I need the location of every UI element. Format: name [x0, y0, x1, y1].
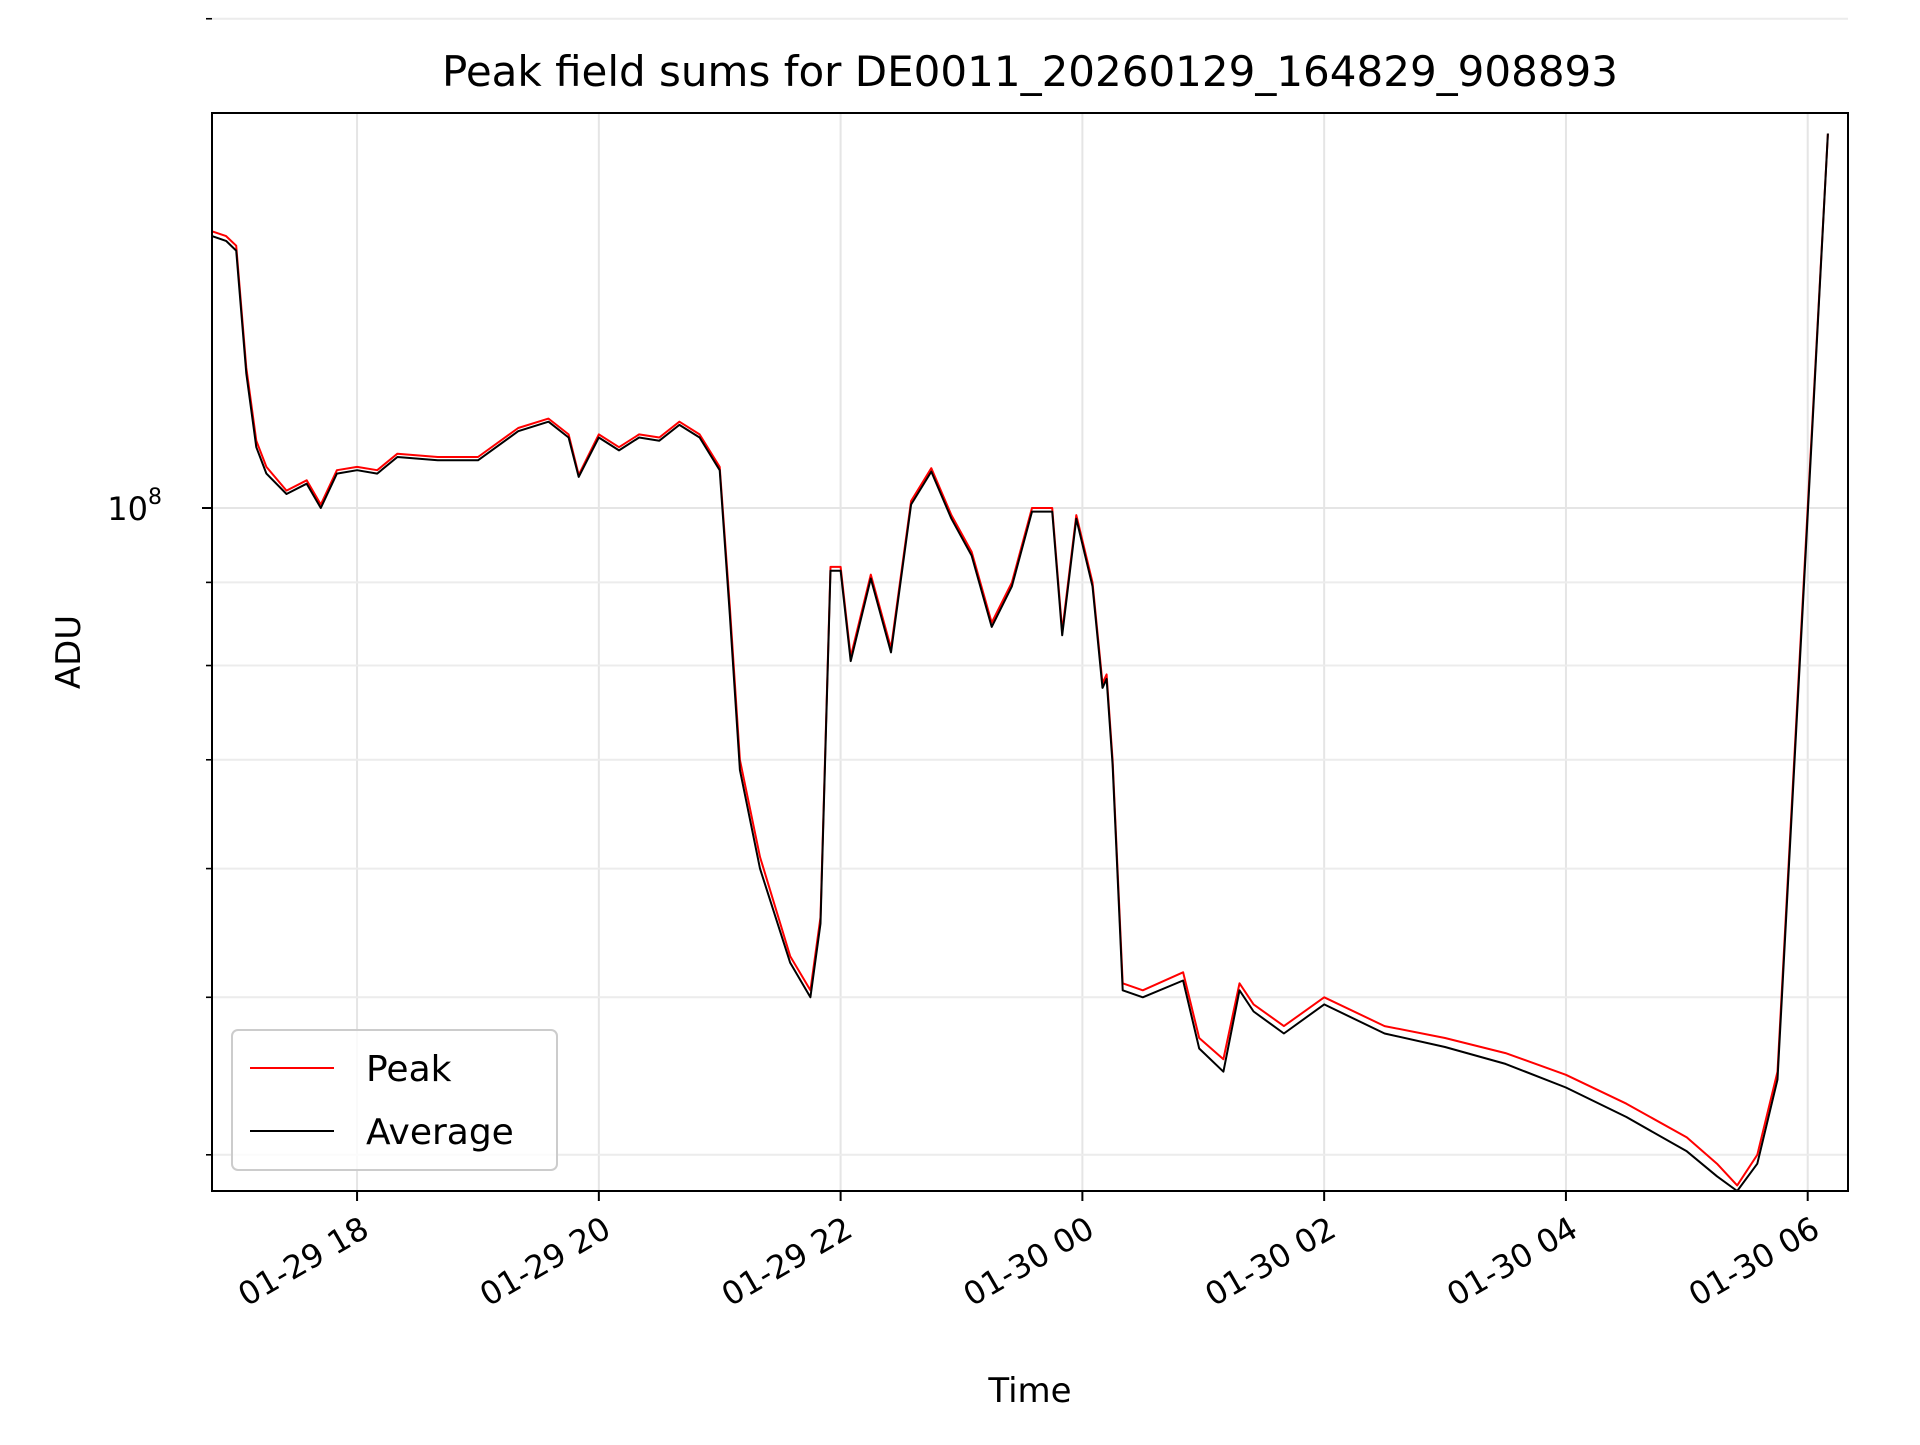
series-line-peak — [212, 133, 1829, 1187]
legend: Peak Average — [231, 1029, 558, 1171]
y-tick-exponent: 8 — [148, 485, 162, 510]
y-tick-label: 108 — [107, 485, 162, 528]
series-line-average — [212, 133, 1829, 1191]
legend-label-peak: Peak — [366, 1049, 452, 1090]
plot-frame — [211, 112, 1849, 1192]
y-tick-base: 10 — [107, 490, 148, 528]
chart-title: Peak field sums for DE0011_20260129_1648… — [442, 47, 1618, 96]
grid-layer — [212, 17, 1848, 1191]
y-axis-label: ADU — [49, 615, 89, 689]
x-axis-label: Time — [987, 1371, 1071, 1411]
legend-box — [231, 1029, 558, 1171]
series-layer — [212, 133, 1829, 1191]
legend-label-average: Average — [366, 1112, 514, 1153]
